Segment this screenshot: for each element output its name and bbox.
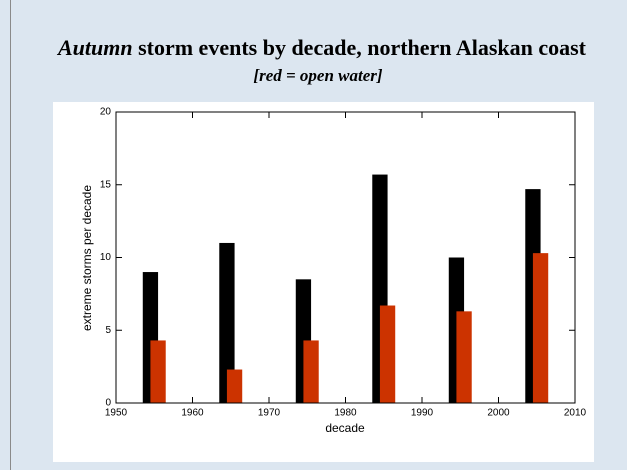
y-tick-label: 5 <box>105 325 111 336</box>
title-rest: storm events by decade, northern Alaskan… <box>138 35 587 60</box>
plot-panel <box>53 102 594 462</box>
y-tick-label: 10 <box>100 252 112 263</box>
y-tick-label: 15 <box>100 179 112 190</box>
y-tick-label: 20 <box>100 107 112 118</box>
bar <box>303 340 319 403</box>
x-tick-label: 1970 <box>258 408 281 419</box>
plot-frame <box>115 111 576 404</box>
chart-title: Autumn storm events by decade, northern … <box>56 35 587 60</box>
bar <box>226 369 243 403</box>
y-axis-label: extreme storms per decade <box>80 185 94 331</box>
x-tick-label: 1960 <box>181 408 204 419</box>
x-tick-label: 1950 <box>105 408 128 419</box>
bar <box>532 253 549 403</box>
y-tick-label: 0 <box>105 398 111 409</box>
x-tick-label: 1990 <box>411 408 434 419</box>
title-emphasis: Autumn <box>56 35 133 60</box>
x-tick-label: 2010 <box>564 408 587 419</box>
bar <box>379 305 396 403</box>
bar <box>219 242 235 403</box>
x-tick-label: 1980 <box>334 408 357 419</box>
bar <box>150 340 166 403</box>
x-tick-label: 2000 <box>487 408 510 419</box>
bar <box>456 311 472 403</box>
chart-subtitle: [red = open water] <box>253 66 382 85</box>
x-axis-label: decade <box>325 421 365 435</box>
